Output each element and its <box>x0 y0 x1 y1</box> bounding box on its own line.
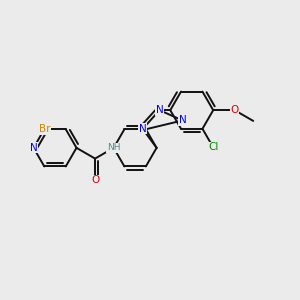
Text: N: N <box>156 105 164 115</box>
Text: Br: Br <box>39 124 50 134</box>
Text: NH: NH <box>107 143 120 152</box>
Text: O: O <box>230 105 239 115</box>
Text: N: N <box>30 143 38 153</box>
Text: N: N <box>179 116 187 125</box>
Text: Cl: Cl <box>208 142 218 152</box>
Text: O: O <box>91 175 99 185</box>
Text: N: N <box>139 124 146 134</box>
